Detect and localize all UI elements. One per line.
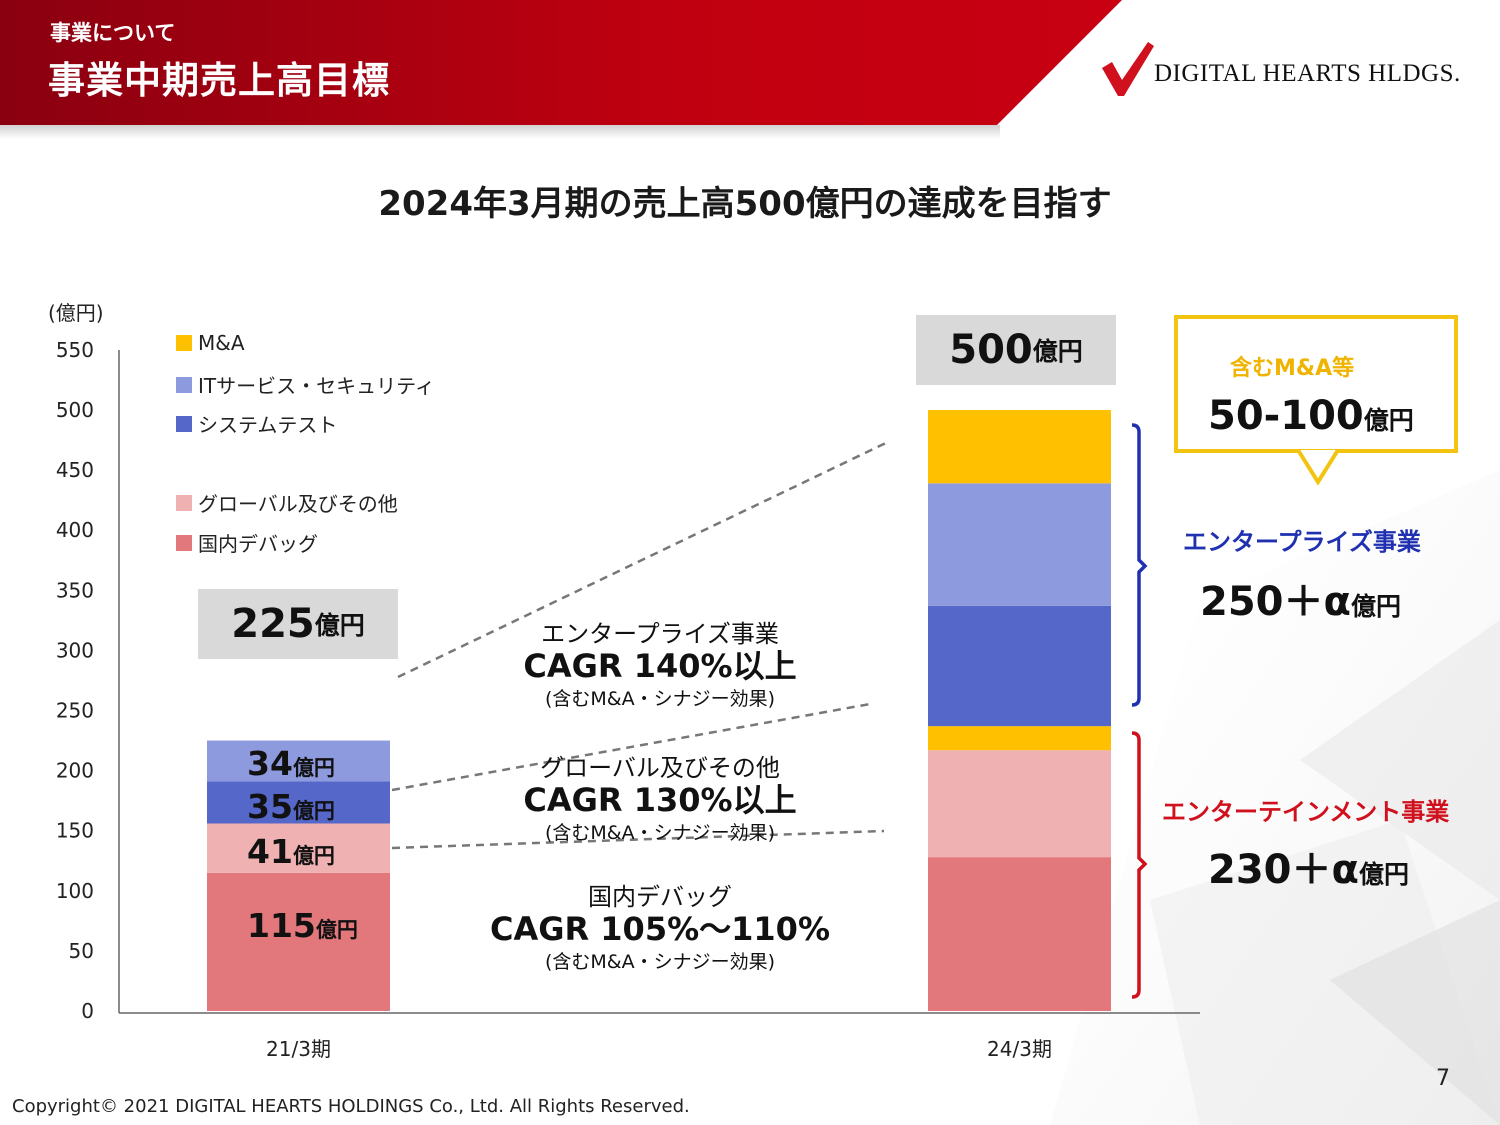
callout-tail	[1296, 450, 1340, 486]
segment-label-system-test: 35億円	[247, 787, 335, 826]
y-tick-label: 500	[56, 398, 94, 422]
total-label-21: 225 億円	[198, 589, 398, 659]
y-tick-label: 100	[56, 879, 94, 903]
y-tick-label: 250	[56, 699, 94, 723]
y-tick-label: 200	[56, 759, 94, 783]
callout-value: 50-100億円	[1208, 393, 1414, 439]
segment-label-global: 41億円	[247, 832, 335, 871]
x-tick-label: 24/3期	[987, 1037, 1052, 1061]
copyright-footer: Copyright© 2021 DIGITAL HEARTS HOLDINGS …	[12, 1096, 690, 1117]
segment-number: 250＋α	[1200, 579, 1351, 625]
segment-label-it-services: 34億円	[247, 744, 335, 783]
cagr-value: CAGR 130%以上	[523, 781, 797, 819]
legend-swatch	[176, 335, 192, 351]
segment-unit: 億円	[1350, 592, 1401, 621]
legend-label: 国内デバッグ	[198, 532, 318, 556]
segment-number: 230＋α	[1208, 847, 1359, 893]
legend-swatch	[176, 534, 192, 551]
segment-unit: 億円	[292, 756, 335, 780]
bar-segment	[207, 823, 390, 873]
y-tick-label: 50	[69, 939, 94, 963]
connector-dashed-line	[391, 829, 885, 850]
legend-item-global: グローバル及びその他	[176, 488, 398, 517]
legend-label: ITサービス・セキュリティ	[198, 374, 435, 398]
y-tick-label: 150	[56, 819, 94, 843]
y-tick-label: 550	[56, 338, 94, 362]
segment-unit: 億円	[292, 799, 335, 823]
bar-segment	[207, 781, 390, 824]
entertainment-segment-value: 230＋α億円	[1208, 837, 1409, 895]
cagr-note: (含むM&A・シナジー効果)	[544, 688, 776, 711]
total-unit: 億円	[1032, 337, 1083, 366]
x-tick-label: 21/3期	[266, 1037, 331, 1061]
company-logo-text: DIGITAL HEARTS HLDGS.	[1154, 60, 1461, 87]
callout-label: 含むM&A等	[1230, 356, 1355, 381]
cagr-category: エンタープライズ事業	[541, 620, 779, 648]
callout-unit: 億円	[1363, 406, 1414, 435]
cagr-category: 国内デバッグ	[588, 883, 732, 911]
legend-label: グローバル及びその他	[198, 492, 398, 516]
page-number: 7	[1436, 1066, 1450, 1091]
connector-dashed-line	[397, 439, 891, 679]
cagr-enterprise: エンタープライズ事業 CAGR 140%以上 (含むM&A・シナジー効果)	[460, 614, 860, 711]
bar-segment	[928, 750, 1111, 858]
bar-segment	[928, 726, 1111, 751]
entertainment-bracket	[1131, 731, 1148, 999]
section-label: 事業について	[50, 21, 176, 45]
cagr-category: グローバル及びその他	[540, 754, 780, 782]
total-value: 500	[949, 327, 1033, 373]
segment-unit: 億円	[292, 844, 335, 868]
cagr-value: CAGR 105%～110%	[489, 910, 831, 948]
entertainment-segment-title: エンターテインメント事業	[1162, 798, 1450, 826]
bar-segment	[928, 857, 1111, 1011]
enterprise-bracket	[1131, 423, 1148, 707]
bar-segment	[207, 872, 390, 1011]
legend-label: M&A	[198, 331, 245, 355]
y-tick-label: 0	[81, 999, 94, 1023]
legend-swatch	[176, 415, 192, 432]
cagr-value: CAGR 140%以上	[523, 647, 797, 685]
y-tick-label: 300	[56, 638, 94, 662]
y-tick-label: 450	[56, 458, 94, 482]
legend-item-system-test: システムテスト	[176, 409, 337, 438]
segment-label-domestic-debug: 115億円	[247, 906, 358, 945]
legend-item-domestic-debug: 国内デバッグ	[176, 528, 318, 557]
legend-swatch	[176, 494, 192, 511]
bar-segment	[928, 483, 1111, 606]
total-label-24: 500 億円	[916, 315, 1116, 385]
enterprise-segment-value: 250＋α億円	[1200, 569, 1401, 627]
total-value: 225	[231, 601, 315, 647]
segment-value: 34	[247, 744, 293, 783]
bar-segment	[928, 605, 1111, 727]
cagr-domestic-debug: 国内デバッグ CAGR 105%～110% (含むM&A・シナジー効果)	[460, 877, 860, 974]
enterprise-segment-title: エンタープライズ事業	[1183, 528, 1421, 556]
checkmark-logo-icon	[1102, 42, 1154, 96]
y-axis-unit: (億円)	[48, 301, 104, 325]
y-tick-label: 400	[56, 518, 94, 542]
legend-item-it-services: ITサービス・セキュリティ	[176, 370, 435, 399]
segment-value: 115	[247, 906, 316, 945]
callout-number: 50-100	[1208, 393, 1364, 439]
segment-unit: 億円	[315, 918, 358, 942]
legend-label: システムテスト	[198, 413, 338, 437]
bar-segment	[928, 410, 1111, 484]
cagr-global: グローバル及びその他 CAGR 130%以上 (含むM&A・シナジー効果)	[460, 748, 860, 845]
segment-value: 41	[247, 832, 293, 871]
cagr-note: (含むM&A・シナジー効果)	[544, 951, 776, 974]
legend-item-ma: M&A	[176, 331, 245, 355]
bar-segment	[207, 740, 390, 782]
segment-unit: 億円	[1358, 860, 1409, 889]
header-band	[0, 0, 1122, 139]
legend-swatch	[176, 376, 192, 393]
headline: 2024年3月期の売上高500億円の達成を目指す	[378, 184, 1112, 224]
cagr-note: (含むM&A・シナジー効果)	[544, 822, 776, 845]
total-unit: 億円	[314, 611, 365, 640]
page-title: 事業中期売上高目標	[48, 59, 390, 102]
connector-dashed-line	[391, 702, 871, 792]
y-tick-label: 350	[56, 578, 94, 602]
segment-value: 35	[247, 787, 293, 826]
